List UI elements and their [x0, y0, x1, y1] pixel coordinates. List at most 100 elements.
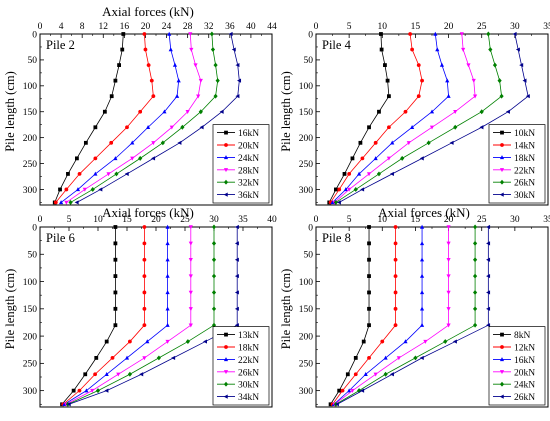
- legend-swatch-marker: [499, 155, 505, 160]
- data-point: [142, 356, 147, 361]
- data-point: [156, 355, 161, 361]
- data-point: [121, 32, 126, 36]
- data-point: [113, 257, 118, 262]
- data-point: [512, 31, 517, 37]
- data-point: [333, 199, 338, 205]
- y-tick-label: 250: [299, 360, 314, 370]
- data-point: [479, 109, 484, 115]
- data-point: [189, 47, 194, 52]
- data-point: [127, 339, 132, 344]
- data-point: [142, 290, 147, 295]
- data-point: [499, 93, 504, 99]
- data-point: [416, 94, 421, 99]
- y-tick-label: 200: [299, 332, 314, 342]
- data-point: [210, 47, 216, 53]
- y-tick-label: 0: [32, 223, 37, 233]
- data-point: [228, 31, 233, 37]
- y-tick-label: 0: [32, 30, 37, 40]
- data-point: [188, 323, 193, 328]
- data-point: [211, 289, 217, 295]
- data-point: [479, 125, 484, 130]
- series-line: [70, 33, 219, 203]
- chart-pile-6: 0 5 10 15 20 25 30 35 40 0 50 100 150 200 250 300 Axial …: [3, 205, 277, 408]
- series-line: [334, 33, 476, 203]
- series-32kN: [68, 31, 220, 205]
- data-point: [113, 323, 118, 328]
- legend-swatch-marker: [500, 143, 504, 147]
- data-point: [59, 200, 64, 205]
- data-point: [188, 241, 193, 246]
- x-tick-label: 16: [120, 22, 130, 32]
- y-tick-label: 300: [23, 186, 38, 196]
- data-point: [93, 372, 97, 377]
- data-point: [385, 78, 390, 83]
- chart-pile-2: 0 4 8 12 16 20 24 28 32 36 40 44 0 50 100 150 200 250 300 A…: [3, 4, 277, 206]
- legend-swatch-marker: [223, 168, 229, 173]
- series-line: [333, 227, 423, 405]
- y-tick-label: 200: [23, 134, 38, 144]
- data-point: [211, 273, 217, 279]
- data-point: [337, 187, 342, 192]
- data-point: [353, 372, 358, 377]
- legend-label: 14kN: [514, 142, 535, 152]
- data-point: [472, 306, 478, 312]
- data-point: [426, 140, 431, 146]
- data-point: [336, 200, 341, 205]
- data-point: [486, 290, 491, 295]
- legend-swatch-marker: [499, 168, 505, 173]
- series-22kN: [332, 32, 478, 205]
- data-point: [486, 274, 491, 279]
- y-tick-label: 250: [23, 360, 38, 370]
- x-tick-label: 0: [314, 215, 319, 225]
- data-point: [356, 388, 362, 394]
- x-tick-label: 44: [267, 22, 277, 32]
- data-point: [110, 356, 115, 360]
- y-tick-label: 300: [23, 387, 38, 397]
- data-point: [143, 47, 148, 52]
- data-point: [408, 32, 413, 36]
- legend-label: 18kN: [238, 344, 259, 354]
- data-point: [130, 156, 135, 161]
- y-tick-label: 100: [23, 82, 38, 92]
- data-point: [193, 63, 198, 68]
- data-point: [466, 63, 471, 68]
- data-point: [237, 78, 242, 83]
- data-point: [486, 224, 491, 230]
- legend: 10kN 14kN 18kN 22kN 26kN 30kN: [488, 124, 546, 204]
- legend-swatch-marker: [499, 370, 505, 375]
- data-point: [419, 273, 425, 278]
- data-point: [113, 225, 118, 229]
- legend-swatch-marker: [224, 345, 228, 349]
- data-point: [420, 78, 424, 83]
- x-tick-label: 24: [162, 22, 172, 32]
- data-point: [343, 187, 348, 192]
- data-point: [113, 78, 118, 83]
- data-point: [446, 225, 451, 230]
- data-point: [406, 141, 411, 146]
- y-tick-label: 50: [304, 251, 314, 261]
- x-tick-label: 25: [180, 215, 190, 225]
- data-point: [75, 187, 81, 192]
- data-point: [74, 200, 79, 205]
- series-20kN: [332, 225, 451, 407]
- data-point: [350, 388, 355, 393]
- data-point: [353, 186, 358, 192]
- data-point: [379, 47, 384, 52]
- data-point: [234, 323, 239, 328]
- x-tick-label: 15: [122, 215, 132, 225]
- data-point: [433, 31, 438, 36]
- data-point: [367, 257, 371, 262]
- x-tick-label: 30: [209, 215, 219, 225]
- series-36kN: [74, 31, 242, 205]
- y-axis-title: Pile length (cm): [279, 71, 293, 152]
- data-point: [393, 241, 398, 246]
- data-point: [198, 78, 203, 83]
- data-point: [383, 371, 388, 377]
- data-point: [410, 47, 415, 52]
- series-line: [330, 227, 370, 405]
- data-point: [472, 289, 478, 295]
- data-point: [429, 109, 435, 114]
- y-tick-label: 50: [28, 251, 38, 261]
- y-tick-label: 200: [23, 332, 38, 342]
- data-point: [175, 93, 180, 98]
